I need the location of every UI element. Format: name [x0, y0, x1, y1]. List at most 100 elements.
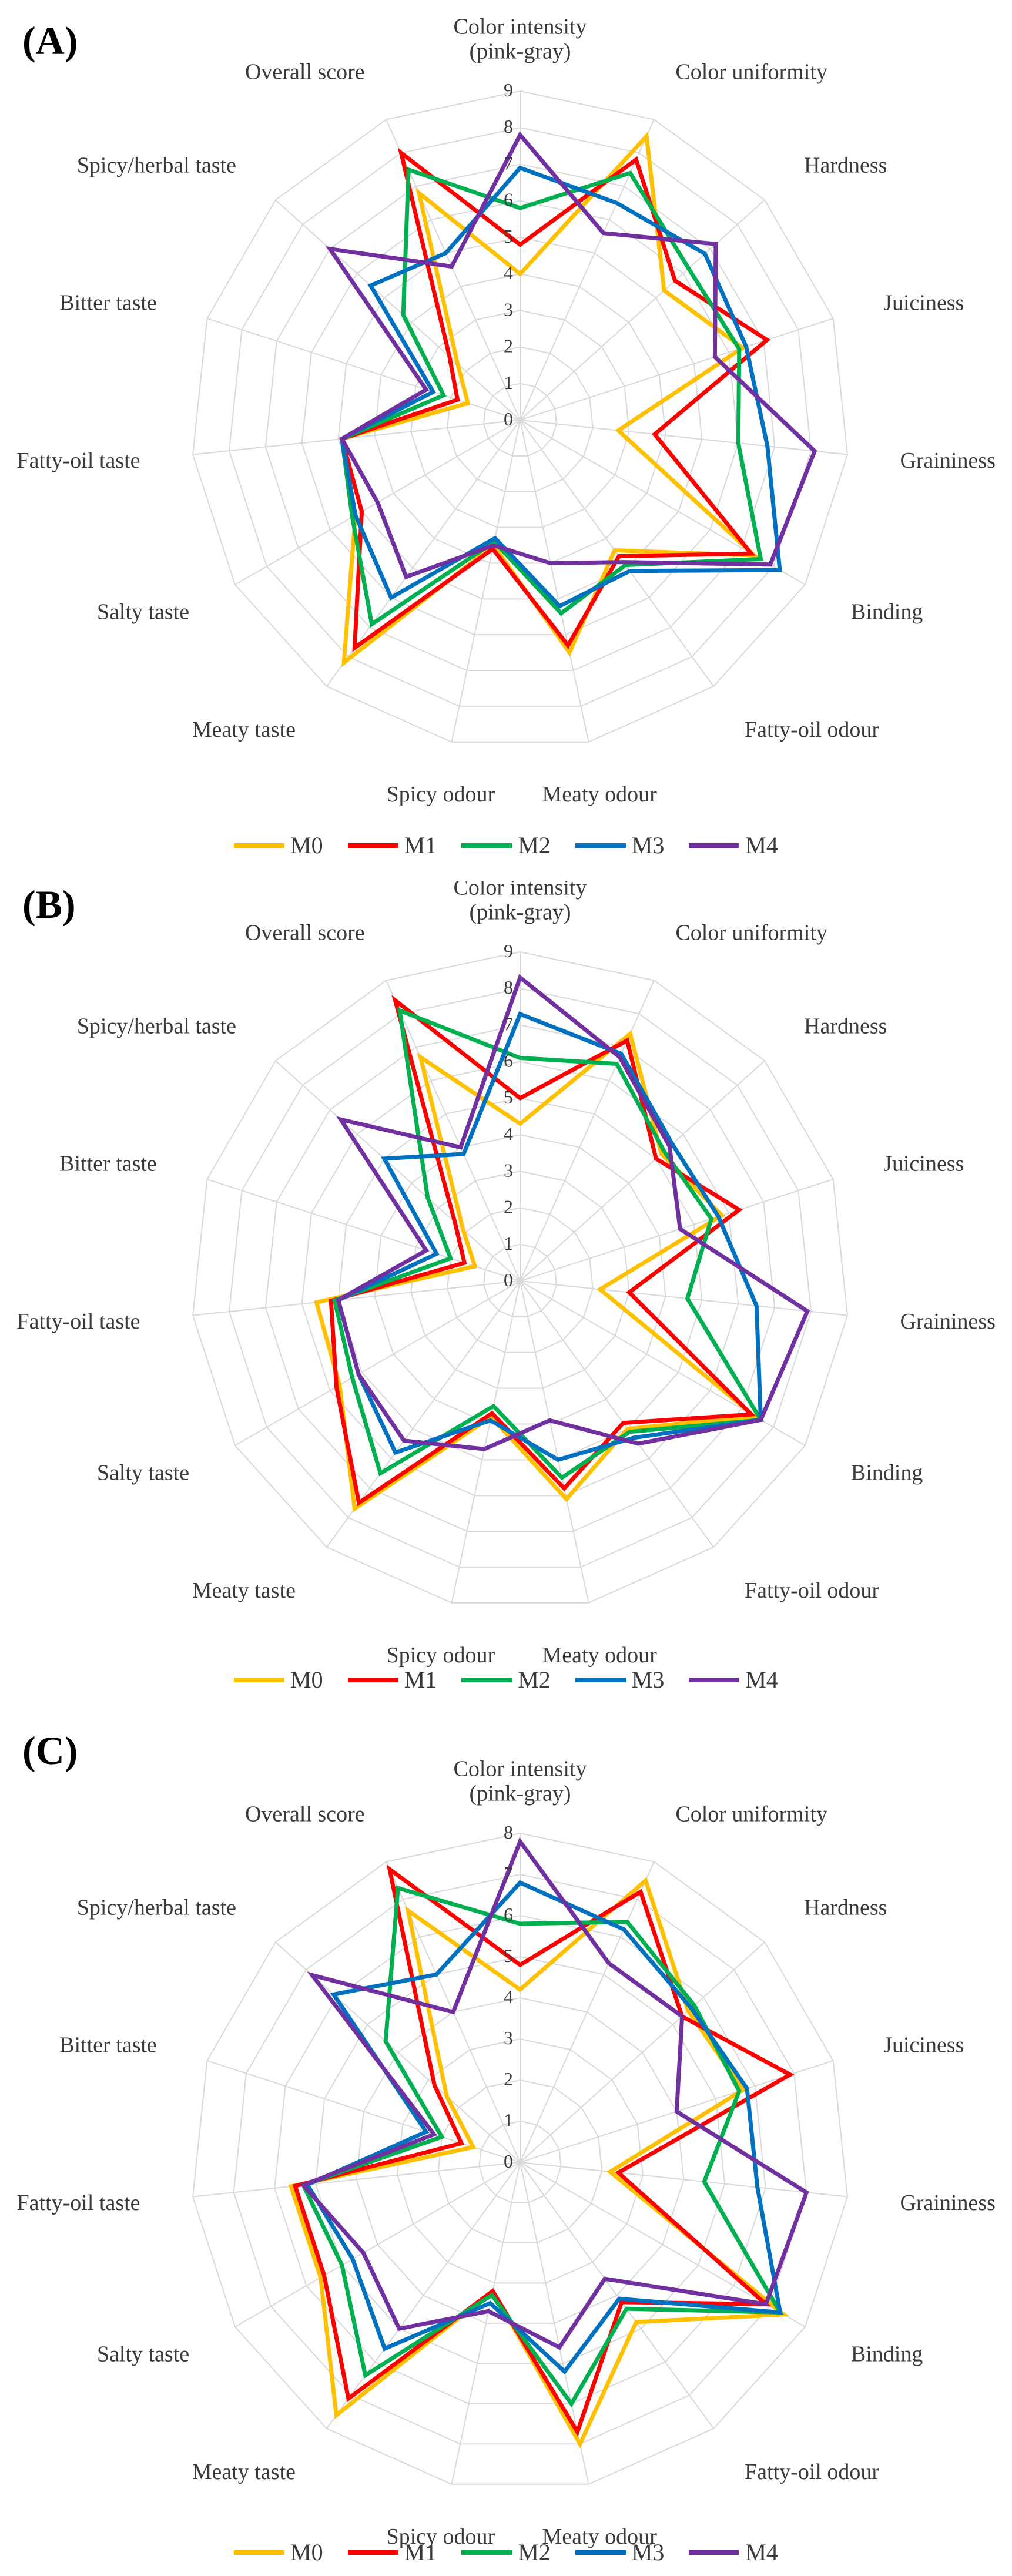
legend-b: M0 M1 M2 M3 M4: [0, 1666, 1012, 1693]
axis-label-color-uniformity: Color uniformity: [675, 920, 827, 945]
grid-ring-8: [192, 1832, 848, 2485]
axis-label-spicy-herbal-taste: Spicy/herbal taste: [77, 153, 236, 177]
spoke: [207, 2060, 521, 2163]
axis-label-overall-score: Overall score: [245, 59, 365, 84]
axis-label-color-intensity-pink-gray: Color intensity (pink-gray): [454, 18, 587, 63]
tick-label: 8: [504, 116, 513, 137]
legend-item-m0: M0: [234, 1666, 323, 1693]
spoke: [520, 1280, 714, 1548]
spoke: [234, 2162, 521, 2327]
panel-b: (B) 0 1 2 3 4 5 6 7 8 9 Color intensity (pink-gray)…: [0, 881, 1012, 1716]
legend-item-m0: M0: [234, 831, 323, 859]
legend-item-m2: M2: [461, 831, 551, 859]
spoke: [451, 2162, 521, 2484]
panel-label-c: (C): [22, 1728, 78, 1773]
legend-item-m2: M2: [461, 1666, 551, 1693]
spoke: [326, 420, 521, 687]
grid-ring-8: [228, 988, 812, 1568]
tick-label: 9: [504, 79, 513, 100]
axis-label-bitter-taste: Bitter taste: [59, 1151, 157, 1176]
legend-item-m3: M3: [575, 831, 665, 859]
legend-swatch: [347, 843, 398, 848]
legend-item-m4: M4: [689, 831, 778, 859]
spoke: [326, 2162, 521, 2429]
spoke: [520, 1861, 655, 2163]
spoke: [520, 420, 848, 455]
grid-ring-1: [478, 2120, 562, 2203]
legend-item-m3: M3: [575, 2538, 664, 2566]
spoke: [520, 317, 833, 421]
spoke: [520, 1178, 833, 1282]
axis-label-meaty-taste: Meaty taste: [192, 2460, 296, 2484]
axis-label-meaty-taste: Meaty taste: [192, 717, 296, 742]
axis-label-juiciness: Juiciness: [883, 290, 964, 315]
spoke: [275, 1060, 521, 1282]
tick-label: 5: [504, 226, 513, 247]
legend-label: M0: [290, 1666, 323, 1693]
legend-label: M1: [404, 1666, 437, 1693]
axis-label-binding: Binding: [851, 1460, 923, 1485]
grid-ring-6: [301, 1061, 739, 1497]
tick-label: 1: [504, 372, 513, 393]
spoke: [520, 1941, 765, 2163]
tick-label: 3: [504, 1159, 513, 1180]
spoke: [192, 1280, 521, 1316]
radar-chart-b: 0 1 2 3 4 5 6 7 8 9 Color intensity (pink-gray) Colo…: [17, 881, 996, 1668]
legend-swatch: [575, 843, 626, 848]
spoke: [520, 980, 655, 1282]
legend-swatch: [575, 2550, 626, 2555]
axis-label-color-intensity-pink-gray: Color intensity (pink-gray): [454, 881, 587, 924]
axis-label-juiciness: Juiciness: [883, 1151, 964, 1176]
tick-label: 3: [504, 2027, 513, 2048]
axis-label-bitter-taste: Bitter taste: [59, 2032, 157, 2057]
panel-a: (A) 0 1 2 3 4 5 6 7 8 9 Color intensity (pink-gray)…: [0, 18, 1012, 858]
series-line-m0: [314, 1030, 760, 1512]
axis-label-color-uniformity: Color uniformity: [675, 1802, 827, 1826]
legend-item-m2: M2: [461, 2538, 551, 2566]
legend-swatch: [689, 843, 740, 848]
axis-label-fatty-oil-taste: Fatty-oil taste: [17, 1309, 140, 1334]
panel-label-b: (B): [22, 882, 76, 927]
spoke: [386, 980, 521, 1282]
grid-ring-7: [264, 163, 776, 672]
panel-c: (C) 0 1 2 3 4 5 6 7 8 Color intensity (pink-gray) C…: [0, 1728, 1012, 2576]
legend-label: M1: [404, 832, 437, 858]
legend-label: M3: [631, 832, 665, 858]
tick-label: 4: [504, 1986, 513, 2007]
legend-item-m4: M4: [689, 2538, 778, 2566]
grid-ring-8: [228, 127, 812, 707]
legend-item-m3: M3: [575, 1666, 664, 1693]
tick-label: 6: [504, 189, 513, 210]
series-line-m4: [300, 1837, 809, 2350]
legend-a: M0 M1 M2 M3 M4: [0, 831, 1012, 859]
spoke: [451, 1280, 521, 1603]
axis-label-graininess: Graininess: [900, 1309, 996, 1334]
grid: [192, 1832, 848, 2485]
axis-label-bitter-taste: Bitter taste: [59, 290, 157, 315]
tick-label: 1: [504, 1233, 513, 1254]
grid-ring-3: [397, 2038, 644, 2284]
legend-swatch: [689, 2550, 740, 2555]
grid-ring-1: [483, 383, 557, 457]
grid-ring-2: [447, 346, 594, 492]
legend-swatch: [689, 1677, 740, 1682]
spoke: [520, 2162, 714, 2429]
tick-label: 7: [504, 152, 513, 173]
grid-ring-9: [192, 951, 848, 1604]
axis-label-binding: Binding: [851, 2342, 923, 2366]
tick-label: 6: [504, 1050, 513, 1071]
grid-ring-1: [483, 1243, 557, 1317]
axis-label-hardness: Hardness: [804, 153, 887, 177]
axis-label-spicy-herbal-taste: Spicy/herbal taste: [77, 1895, 236, 1920]
series-line-m4: [325, 131, 817, 580]
tick-label: 8: [504, 1822, 513, 1843]
spoke: [520, 1280, 848, 1316]
legend-label: M0: [290, 832, 323, 858]
legend-label: M2: [518, 1666, 551, 1693]
legend-label: M4: [745, 832, 778, 858]
series-line-m0: [339, 131, 760, 668]
legend-label: M4: [745, 1666, 778, 1693]
legend-swatch: [234, 2550, 285, 2555]
legend-label: M2: [518, 2539, 551, 2565]
radar-chart-c: 0 1 2 3 4 5 6 7 8 Color intensity (pink-gray) Color…: [17, 1756, 996, 2549]
